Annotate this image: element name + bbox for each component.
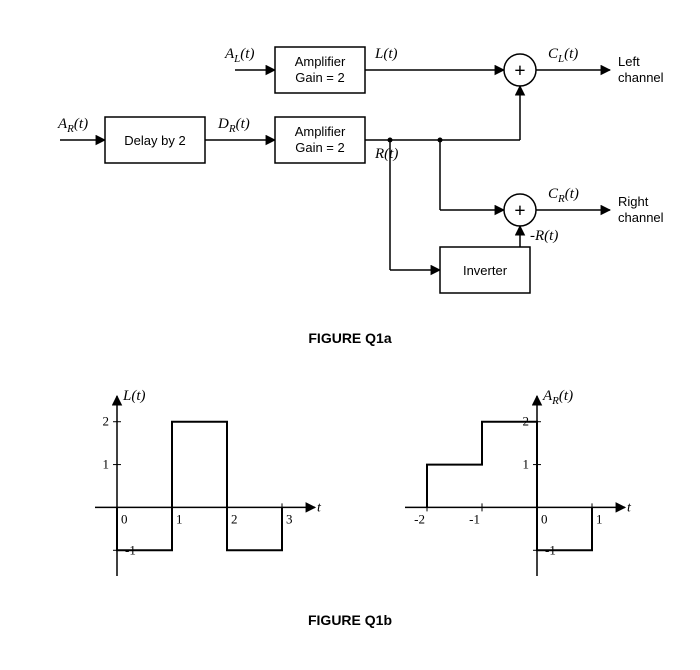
block-diagram: AR(t) Delay by 2 DR(t) AL(t) Amplifier G… [20,20,680,330]
svg-text:2: 2 [103,414,110,429]
block-delay-label: Delay by 2 [124,133,185,148]
svg-text:t: t [627,500,632,515]
label-negr: -R(t) [530,228,558,244]
block-amp-top-l1: Amplifier [295,54,346,69]
caption-q1b: FIGURE Q1b [20,612,680,628]
svg-text:L(t): L(t) [122,388,146,404]
label-al: AL(t) [224,46,254,65]
label-cr: CR(t) [548,186,579,205]
svg-text:-2: -2 [414,511,425,526]
label-cl: CL(t) [548,46,578,65]
label-l: L(t) [374,46,398,62]
svg-text:1: 1 [103,457,110,472]
summer-left-plus: + [514,60,525,82]
output-left-l1: Left [618,54,640,69]
block-inverter-label: Inverter [463,263,508,278]
summer-right-plus: + [514,200,525,222]
block-amp-top-l2: Gain = 2 [295,70,345,85]
output-left-l2: channel [618,70,664,85]
svg-text:1: 1 [523,457,530,472]
svg-text:3: 3 [286,511,293,526]
label-r: R(t) [374,146,398,162]
svg-text:1: 1 [596,511,603,526]
plot-l: 0123-112tL(t) [55,366,335,606]
svg-text:t: t [317,500,322,515]
svg-text:1: 1 [176,511,183,526]
svg-text:-1: -1 [469,511,480,526]
label-dr: DR(t) [217,116,250,135]
label-ar: AR(t) [57,116,88,135]
svg-text:0: 0 [541,511,548,526]
output-right-l1: Right [618,194,649,209]
caption-q1a: FIGURE Q1a [20,330,680,346]
svg-text:AR(t): AR(t) [542,388,573,407]
output-right-l2: channel [618,210,664,225]
svg-text:2: 2 [231,511,238,526]
block-amp-bot-l2: Gain = 2 [295,140,345,155]
svg-text:0: 0 [121,511,128,526]
plot-ar: -2-101-112tAR(t) [365,366,645,606]
block-amp-bot-l1: Amplifier [295,124,346,139]
